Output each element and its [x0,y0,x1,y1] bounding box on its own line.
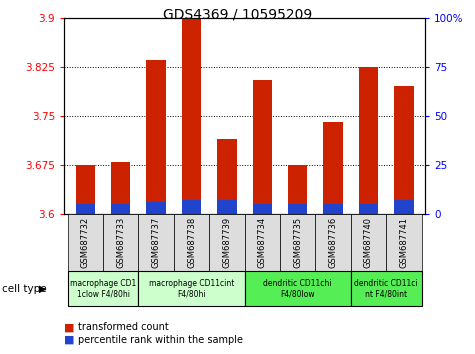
Bar [111,204,131,214]
Text: ▶: ▶ [39,284,47,293]
Bar [146,60,166,214]
Bar [111,162,131,214]
Bar [138,271,245,306]
Text: dendritic CD11chi
F4/80low: dendritic CD11chi F4/80low [264,279,332,298]
Bar [217,139,237,214]
Text: GSM687740: GSM687740 [364,217,373,268]
Bar [138,214,174,271]
Text: GSM687732: GSM687732 [81,217,90,268]
Text: ■: ■ [64,322,75,332]
Text: macrophage CD11cint
F4/80hi: macrophage CD11cint F4/80hi [149,279,234,298]
Bar [209,214,245,271]
Bar [323,122,343,214]
Bar [288,204,307,214]
Bar [146,202,166,214]
Bar [351,271,422,306]
Bar [315,214,351,271]
Bar [245,214,280,271]
Bar [288,165,307,214]
Text: GSM687735: GSM687735 [293,217,302,268]
Text: GSM687734: GSM687734 [258,217,267,268]
Text: GSM687733: GSM687733 [116,217,125,268]
Bar [182,200,201,214]
Bar [76,204,95,214]
Bar [280,214,315,271]
Text: GSM687739: GSM687739 [222,217,231,268]
Text: GSM687741: GSM687741 [399,217,408,268]
Bar [67,214,103,271]
Bar [386,214,422,271]
Text: GSM687738: GSM687738 [187,217,196,268]
Bar [351,214,386,271]
Text: transformed count: transformed count [78,322,169,332]
Bar [182,18,201,214]
Bar [245,271,351,306]
Bar [359,67,378,214]
Bar [174,214,209,271]
Bar [323,204,343,214]
Text: GDS4369 / 10595209: GDS4369 / 10595209 [163,8,312,22]
Bar [394,86,414,214]
Text: GSM687737: GSM687737 [152,217,161,268]
Bar [67,271,138,306]
Text: macrophage CD1
1clow F4/80hi: macrophage CD1 1clow F4/80hi [70,279,136,298]
Bar [253,204,272,214]
Text: GSM687736: GSM687736 [329,217,338,268]
Bar [394,200,414,214]
Bar [103,214,138,271]
Text: cell type: cell type [2,284,47,293]
Bar [359,204,378,214]
Text: dendritic CD11ci
nt F4/80int: dendritic CD11ci nt F4/80int [354,279,418,298]
Text: ■: ■ [64,335,75,345]
Bar [253,80,272,214]
Bar [217,200,237,214]
Text: percentile rank within the sample: percentile rank within the sample [78,335,243,345]
Bar [76,165,95,214]
